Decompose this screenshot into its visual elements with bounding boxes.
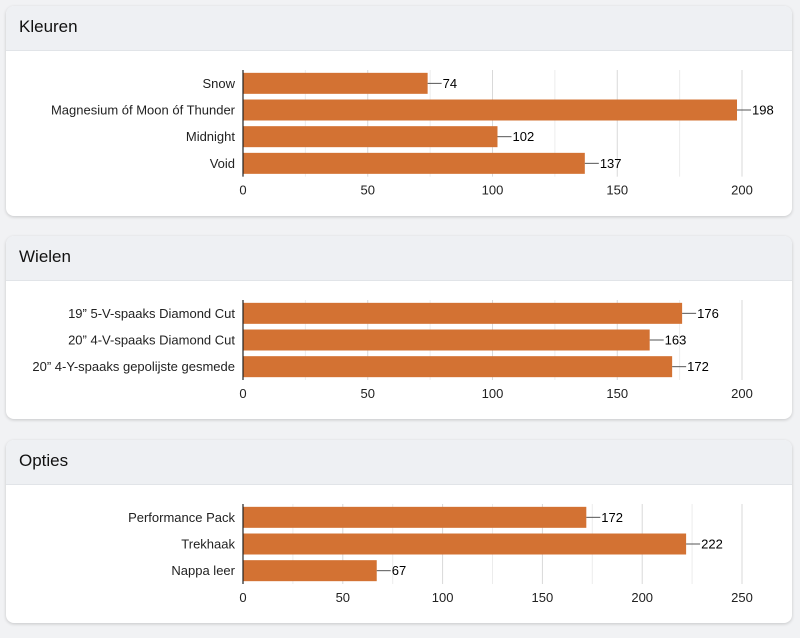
x-tick-label: 0 <box>239 386 246 401</box>
chart-card-kleuren: Kleuren 0 50 100 150 200 Snow 74 Magnesium óf M… <box>6 6 792 216</box>
bar <box>243 533 687 555</box>
card-title: Opties <box>19 451 69 470</box>
value-label: 176 <box>697 306 719 321</box>
card-header: Opties <box>6 440 792 485</box>
category-label: Void <box>210 156 235 171</box>
category-label: 20” 4-V-spaaks Diamond Cut <box>68 333 235 348</box>
value-label: 137 <box>600 156 622 171</box>
card-title: Kleuren <box>19 17 78 36</box>
category-label: 19” 5-V-spaaks Diamond Cut <box>68 306 235 321</box>
x-tick-label: 0 <box>239 590 246 605</box>
value-label: 172 <box>687 359 709 374</box>
x-tick-label: 0 <box>239 183 246 198</box>
category-label: Trekhaak <box>181 537 235 552</box>
x-tick-label: 200 <box>731 183 753 198</box>
bar <box>243 560 377 582</box>
card-title: Wielen <box>19 247 71 266</box>
value-label: 102 <box>512 129 534 144</box>
bar <box>243 329 650 351</box>
category-label: Midnight <box>186 129 236 144</box>
category-label: Nappa leer <box>171 563 235 578</box>
x-tick-label: 150 <box>532 590 554 605</box>
bar <box>243 99 738 121</box>
category-label: Performance Pack <box>128 510 235 525</box>
card-header: Wielen <box>6 236 792 281</box>
bar <box>243 72 428 94</box>
x-tick-label: 100 <box>432 590 454 605</box>
x-tick-label: 100 <box>482 386 504 401</box>
card-header: Kleuren <box>6 6 792 51</box>
bar <box>243 506 587 528</box>
category-label: Snow <box>202 76 235 91</box>
x-tick-label: 200 <box>631 590 653 605</box>
x-tick-label: 50 <box>361 386 375 401</box>
bar-chart-wielen: 0 50 100 150 200 19” 5-V-spaaks Diamond Cut 17… <box>32 300 753 401</box>
x-tick-label: 100 <box>482 183 504 198</box>
x-tick-label: 50 <box>361 183 375 198</box>
bar <box>243 126 498 148</box>
bar <box>243 302 683 324</box>
category-label: 20” 4-Y-spaaks gepolijste gesmede <box>32 359 235 374</box>
x-tick-label: 50 <box>336 590 350 605</box>
x-tick-label: 150 <box>606 386 628 401</box>
x-tick-label: 250 <box>731 590 753 605</box>
category-label: Magnesium óf Moon óf Thunder <box>51 103 236 118</box>
value-label: 67 <box>392 563 406 578</box>
value-label: 163 <box>665 333 687 348</box>
bar <box>243 152 585 174</box>
x-tick-label: 150 <box>606 183 628 198</box>
chart-card-opties: Opties 0 50 100 150 200 250 Performance Pack 17… <box>6 440 792 623</box>
bar-chart-kleuren: 0 50 100 150 200 Snow 74 Magnesium óf Moon óf T… <box>51 70 774 198</box>
value-label: 222 <box>701 537 723 552</box>
bar-chart-opties: 0 50 100 150 200 250 Performance Pack 172 Trekha… <box>128 504 753 605</box>
bar <box>243 356 673 378</box>
x-tick-label: 200 <box>731 386 753 401</box>
chart-card-wielen: Wielen 0 50 100 150 200 19” 5-V-spaaks Diamon… <box>6 236 792 419</box>
value-label: 172 <box>601 510 623 525</box>
value-label: 198 <box>752 103 774 118</box>
value-label: 74 <box>443 76 457 91</box>
